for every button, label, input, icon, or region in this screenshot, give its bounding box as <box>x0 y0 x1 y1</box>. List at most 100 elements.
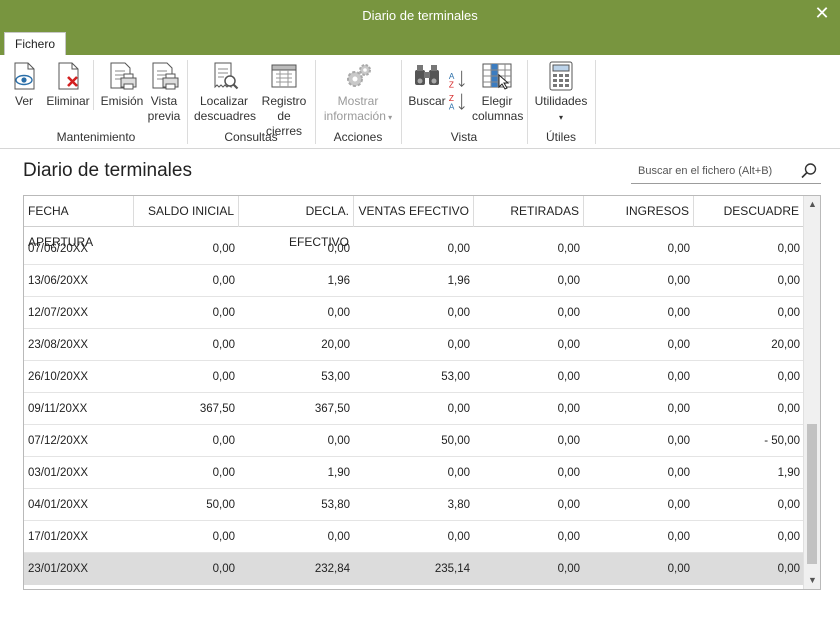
table-row[interactable]: 07/12/20XX 0,00 0,00 50,00 0,00 0,00 - 50,00 <box>24 425 804 457</box>
calculator-icon <box>549 61 573 91</box>
scroll-up-icon[interactable]: ▲ <box>808 199 817 209</box>
table-cell: 367,50 <box>314 403 350 415</box>
table-cell: 1,96 <box>327 275 350 287</box>
print-icon <box>110 62 137 90</box>
separator <box>401 60 402 144</box>
table-cell: 23/01/20XX <box>28 563 89 575</box>
group-utiles: Utilidades ▾ Útiles <box>528 59 594 147</box>
column-header-ventas-efectivo[interactable]: VENTAS EFECTIVO <box>354 196 474 227</box>
separator <box>595 60 596 144</box>
table-cell: 53,80 <box>321 499 350 511</box>
column-header-fecha-apertura[interactable]: FECHA APERTURA <box>24 196 134 249</box>
mostrar-informacion-button[interactable]: Mostrar información ▾ <box>320 61 396 125</box>
group-label-acciones: Acciones <box>333 130 383 144</box>
group-label-vista: Vista <box>450 130 478 144</box>
table-cell: 3,80 <box>447 499 470 511</box>
svg-text:Z: Z <box>449 94 454 103</box>
column-header-descuadre[interactable]: DESCUADRE <box>694 196 804 227</box>
table-cell: 0,00 <box>667 339 690 351</box>
table-row[interactable]: 09/11/20XX 367,50 367,50 0,00 0,00 0,00 0,00 <box>24 393 804 425</box>
table-cell: 50,00 <box>206 499 235 511</box>
tab-fichero[interactable]: Fichero <box>4 32 66 55</box>
svg-text:A: A <box>449 72 455 81</box>
table-row[interactable]: 13/06/20XX 0,00 1,96 1,96 0,00 0,00 0,00 <box>24 265 804 297</box>
column-header-retiradas[interactable]: RETIRADAS <box>474 196 584 227</box>
search-icon[interactable] <box>800 162 818 180</box>
chevron-down-icon: ▾ <box>558 113 563 122</box>
table-row[interactable]: 03/01/20XX 0,00 1,90 0,00 0,00 0,00 1,90 <box>24 457 804 489</box>
svg-text:Z: Z <box>449 80 454 89</box>
elegir-columnas-button[interactable]: Elegir columnas <box>472 61 523 124</box>
table-cell: 13/06/20XX <box>28 275 89 287</box>
table-cell: 1,90 <box>327 467 350 479</box>
group-label-mantenimiento: Mantenimiento <box>56 130 136 144</box>
table-cell: 0,00 <box>557 403 580 415</box>
table-cell: 0,00 <box>447 403 470 415</box>
table-cell: 232,84 <box>314 563 350 575</box>
table-cell: 26/10/20XX <box>28 371 89 383</box>
utilidades-button[interactable]: Utilidades ▾ <box>532 61 590 125</box>
main-content: Diario de terminales Buscar en el ficher… <box>0 150 840 620</box>
table-cell: 0,00 <box>447 243 470 255</box>
table-cell: 0,00 <box>557 563 580 575</box>
binoculars-icon <box>415 65 439 85</box>
table-cell: 1,96 <box>447 275 470 287</box>
scrollbar-thumb[interactable] <box>807 424 817 564</box>
table-cell: 0,00 <box>557 371 580 383</box>
table-cell: 0,00 <box>777 275 800 287</box>
table-cell: 235,14 <box>434 563 470 575</box>
close-icon[interactable]: ✕ <box>814 3 830 23</box>
data-table: FECHA APERTURA SALDO INICIAL DECLA. EFEC… <box>23 195 821 590</box>
table-cell: 0,00 <box>557 499 580 511</box>
table-cell: 0,00 <box>447 339 470 351</box>
table-cell: 0,00 <box>557 531 580 543</box>
search-box[interactable]: Buscar en el fichero (Alt+B) <box>631 160 821 184</box>
table-row[interactable]: 26/10/20XX 0,00 53,00 53,00 0,00 0,00 0,00 <box>24 361 804 393</box>
eliminar-button[interactable]: Eliminar <box>44 61 92 109</box>
group-label-utiles: Útiles <box>545 130 576 144</box>
column-header-decla-efectivo[interactable]: DECLA. EFECTIVO <box>239 196 354 249</box>
table-cell: 0,00 <box>447 531 470 543</box>
buscar-button[interactable]: Buscar <box>406 61 448 109</box>
table-cell: 0,00 <box>667 371 690 383</box>
localizar-descuadres-button[interactable]: Localizar descuadres <box>194 61 256 124</box>
table-cell: 0,00 <box>212 435 235 447</box>
table-cell: 0,00 <box>327 531 350 543</box>
search-input[interactable]: Buscar en el fichero (Alt+B) <box>638 165 773 177</box>
separator <box>93 60 94 110</box>
table-cell: 0,00 <box>212 339 235 351</box>
table-cell: 0,00 <box>557 307 580 319</box>
table-row[interactable]: 04/01/20XX 50,00 53,80 3,80 0,00 0,00 0,00 <box>24 489 804 521</box>
table-row[interactable]: 23/08/20XX 0,00 20,00 0,00 0,00 0,00 20,00 <box>24 329 804 361</box>
table-row[interactable]: 17/01/20XX 0,00 0,00 0,00 0,00 0,00 0,00 <box>24 521 804 553</box>
table-row[interactable]: 23/01/20XX 0,00 232,84 235,14 0,00 0,00 0,00 <box>24 553 804 585</box>
table-cell: 0,00 <box>212 467 235 479</box>
emision-button[interactable]: Emisión <box>100 61 144 109</box>
table-cell: 12/07/20XX <box>28 307 89 319</box>
table-cell: 0,00 <box>212 531 235 543</box>
view-document-icon <box>14 62 35 90</box>
group-consultas: Localizar descuadres Registro de cierres… <box>188 59 314 147</box>
table-cell: 53,00 <box>321 371 350 383</box>
vertical-scrollbar[interactable]: ▲ ▼ <box>803 196 820 589</box>
table-row[interactable]: 07/06/20XX 0,00 0,00 0,00 0,00 0,00 0,00 <box>24 233 804 265</box>
table-cell: 07/06/20XX <box>28 243 89 255</box>
vista-previa-button[interactable]: Vista previa <box>144 61 184 124</box>
table-cell: 0,00 <box>777 371 800 383</box>
table-row[interactable]: 12/07/20XX 0,00 0,00 0,00 0,00 0,00 0,00 <box>24 297 804 329</box>
registro-de-cierres-button[interactable]: Registro de cierres <box>258 61 310 139</box>
ver-button[interactable]: Ver <box>8 61 40 109</box>
column-header-saldo-inicial[interactable]: SALDO INICIAL <box>134 196 239 227</box>
table-cell: 0,00 <box>667 435 690 447</box>
table-cell: 367,50 <box>199 403 235 415</box>
table-cell: 23/08/20XX <box>28 339 89 351</box>
table-cell: 0,00 <box>777 531 800 543</box>
scroll-down-icon[interactable]: ▼ <box>808 575 817 585</box>
sort-button[interactable]: A Z Z A <box>446 61 470 113</box>
column-header-ingresos[interactable]: INGRESOS <box>584 196 694 227</box>
table-cell: 20,00 <box>321 339 350 351</box>
table-cell: 0,00 <box>667 499 690 511</box>
delete-document-icon <box>58 62 79 90</box>
search-receipt-icon <box>214 62 239 90</box>
table-cell: 0,00 <box>557 275 580 287</box>
